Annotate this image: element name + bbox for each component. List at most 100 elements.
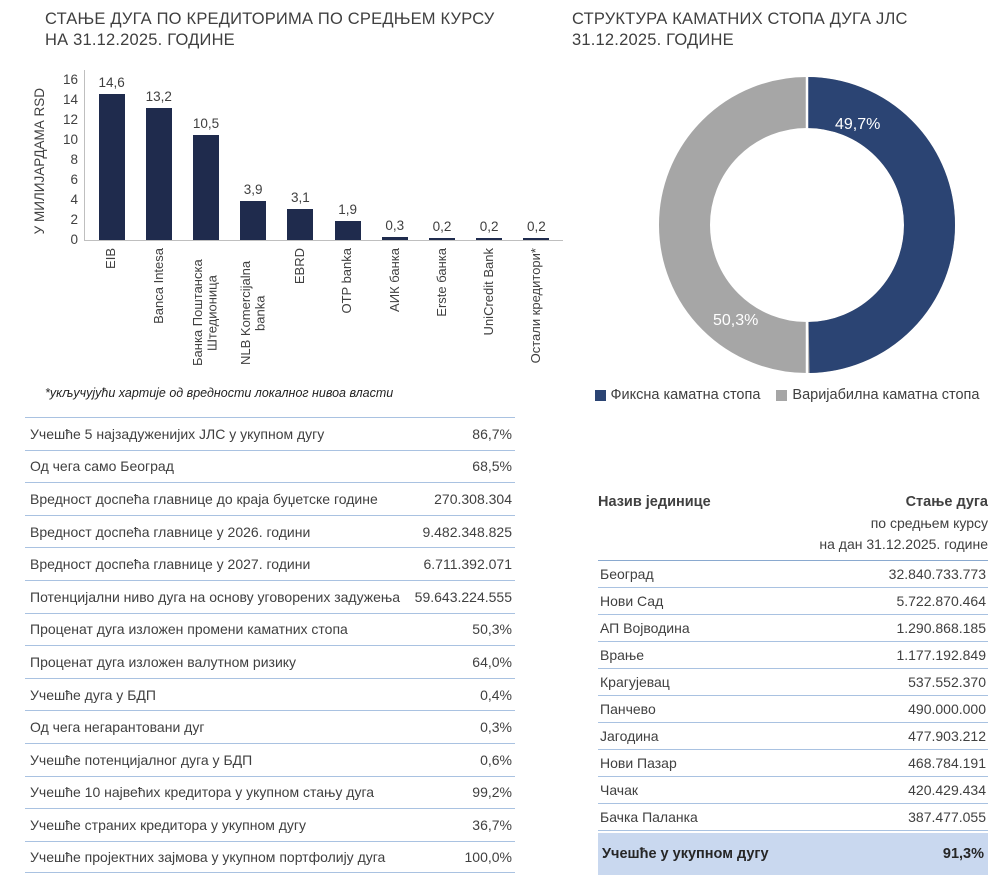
table-row: Учешће страних кредитора у укупном дугу 3… — [25, 808, 515, 841]
table-row: Јагодина 477.903.212 — [598, 723, 988, 750]
unit-name: Београд — [600, 566, 654, 582]
y-axis-tick: 10 — [62, 132, 78, 147]
bar-chart: У МИЛИЈАРДАМА RSD 0 2 4 6 8 10 12 14 16 14,6 EIB 13… — [0, 62, 570, 382]
unit-name: Бачка Паланка — [600, 809, 698, 825]
bar-value-label: 10,5 — [192, 116, 220, 131]
unit-name: Врање — [600, 647, 645, 663]
y-axis-tick: 14 — [62, 92, 78, 107]
table-row: Вредност доспећа главнице до краја буџет… — [25, 482, 515, 515]
unit-name: Нови Пазар — [600, 755, 677, 771]
table-row: Потенцијални ниво дуга на основу уговоре… — [25, 579, 515, 613]
legend-label-fixed: Фиксна каматна стопа — [610, 387, 761, 403]
unit-name: Јагодина — [600, 728, 659, 744]
bar-value-label: 3,1 — [291, 190, 310, 205]
donut-chart-title: СТРУКТУРА КАМАТНИХ СТОПА ДУГА ЈЛС 31.12.… — [572, 9, 1002, 51]
bar — [523, 238, 550, 240]
table-header: Назив јединице Стање дуга по средњем кур… — [598, 492, 988, 561]
table-row: Од чега негарантовани дуг 0,3% — [25, 710, 515, 743]
donut-legend: Фиксна каматна стопа Варијабилна каматна… — [572, 387, 1002, 403]
x-axis-label: NLB Komercijalna banka — [237, 260, 268, 366]
bar-value-label: 14,6 — [98, 75, 125, 90]
bar-value-label: 1,9 — [338, 202, 357, 217]
unit-debt-value: 537.552.370 — [908, 674, 986, 690]
bar-value-label: 13,2 — [145, 89, 172, 104]
row-value: 50,3% — [472, 621, 512, 638]
row-value: 36,7% — [472, 816, 512, 833]
bar — [429, 238, 455, 240]
x-axis-label: EBRD — [292, 248, 308, 285]
row-label: Учешће 10 највећих кредитора у укупном с… — [30, 784, 375, 801]
y-axis-tick: 0 — [70, 232, 78, 247]
bar — [193, 135, 219, 240]
footnote: *укључујући хартије од вредности локално… — [45, 386, 394, 400]
unit-name: АП Војводина — [600, 620, 690, 636]
bar-value-label: 0,3 — [385, 218, 405, 233]
table-row: Панчево 490.000.000 — [598, 696, 988, 723]
bar — [287, 209, 314, 240]
row-label: Учешће дуга у БДП — [30, 686, 156, 703]
bar-value-label: 0,2 — [479, 219, 499, 234]
bar-chart-title-line1: СТАЊЕ ДУГА ПО КРЕДИТОРИМА ПО СРЕДЊЕМ КУР… — [45, 10, 495, 28]
row-label: Учешће 5 најзадуженијих ЈЛС у укупном ду… — [30, 425, 325, 442]
row-value: 9.482.348.825 — [422, 523, 512, 540]
legend-item-fixed: Фиксна каматна стопа — [594, 387, 761, 403]
key-figures-table: Учешће 5 најзадуженијих ЈЛС у укупном ду… — [25, 417, 515, 874]
legend-swatch-variable-icon — [776, 389, 788, 401]
row-value: 64,0% — [472, 653, 512, 670]
y-axis-tick: 12 — [62, 112, 78, 127]
header-debt-line3: на дан 31.12.2025. године — [819, 536, 988, 552]
bar — [476, 238, 503, 240]
row-value: 59.643.224.555 — [414, 588, 512, 605]
unit-name: Крагујевац — [600, 674, 670, 690]
header-debt-line1: Стање дуга — [905, 494, 988, 510]
unit-debt-value: 477.903.212 — [908, 728, 986, 744]
x-axis-label: Banca Intesa — [150, 248, 166, 324]
table-row: Учешће потенцијалног дуга у БДП 0,6% — [25, 742, 515, 776]
unit-debt-value: 1.177.192.849 — [896, 647, 986, 663]
donut-chart-title-line1: СТРУКТУРА КАМАТНИХ СТОПА ДУГА ЈЛС — [572, 10, 908, 28]
donut-label-fixed: 49,7% — [835, 116, 880, 133]
row-value: 100,0% — [464, 849, 512, 866]
bar-value-label: 0,2 — [527, 219, 546, 234]
table-row: Учешће 5 најзадуженијих ЈЛС у укупном ду… — [25, 417, 515, 450]
table-row: Бачка Паланка 387.477.055 — [598, 804, 988, 831]
bar-chart-title-line2: НА 31.12.2025. ГОДИНЕ — [45, 31, 235, 49]
total-row-label: Учешће у укупном дугу — [602, 846, 769, 862]
legend-swatch-fixed-icon — [594, 389, 606, 401]
table-row: Чачак 420.429.434 — [598, 777, 988, 804]
bar — [240, 201, 267, 240]
unit-name: Панчево — [600, 701, 656, 717]
donut-chart: 49,7% 50,3% — [659, 77, 955, 373]
x-axis-label: UniCredit Bank — [480, 248, 496, 336]
row-value: 0,3% — [480, 719, 512, 736]
table-row: Проценат дуга изложен валутном ризику 64,… — [25, 645, 515, 678]
unit-name: Нови Сад — [600, 593, 664, 609]
header-unit-name: Назив јединице — [598, 494, 711, 510]
bar-value-label: 3,9 — [243, 182, 263, 197]
unit-debt-value: 1.290.868.185 — [896, 620, 986, 636]
y-axis-line — [84, 70, 85, 241]
row-value: 0,6% — [480, 751, 512, 768]
bar — [334, 221, 361, 240]
unit-debt-value: 387.477.055 — [908, 809, 986, 825]
row-label: Од чега само Београд — [30, 458, 174, 475]
x-axis-line — [84, 240, 563, 241]
unit-name: Чачак — [600, 782, 639, 798]
table-row: Од чега само Београд 68,5% — [25, 449, 515, 483]
row-value: 0,4% — [480, 686, 512, 703]
total-row: Учешће у укупном дугу 91,3% — [598, 833, 988, 875]
x-axis-label: EIB — [103, 248, 119, 269]
row-value: 86,7% — [472, 425, 512, 442]
x-axis-label: Erste банка — [433, 248, 449, 317]
row-value: 6.711.392.071 — [423, 556, 513, 573]
row-label: Проценат дуга изложен промени каматних с… — [30, 621, 348, 638]
unit-debt-value: 32.840.733.773 — [888, 566, 986, 582]
y-axis-tick: 6 — [70, 172, 78, 187]
donut-chart-title-line2: 31.12.2025. ГОДИНЕ — [572, 31, 734, 49]
table-row: Крагујевац 537.552.370 — [598, 669, 988, 696]
debt-by-unit-table: Назив јединице Стање дуга по средњем кур… — [598, 492, 988, 875]
bar — [381, 237, 408, 240]
table-row: Нови Пазар 468.784.191 — [598, 750, 988, 777]
bar — [98, 94, 125, 240]
